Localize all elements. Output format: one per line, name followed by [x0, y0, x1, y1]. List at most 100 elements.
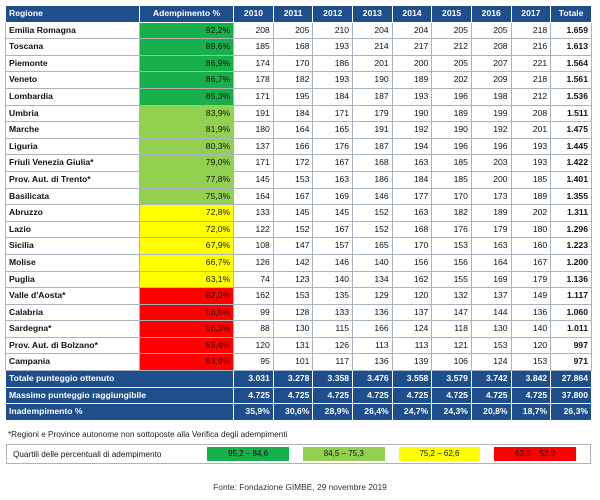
region-cell: Molise: [5, 253, 140, 272]
footer-year-cell: 26,4%: [352, 403, 393, 421]
year-value-cell: 117: [312, 353, 354, 372]
adempimento-cell: 62,0%: [138, 287, 235, 305]
year-value-cell: 155: [431, 270, 472, 289]
year-value-cell: 95: [233, 353, 274, 372]
year-value-cell: 136: [510, 303, 552, 322]
year-value-cell: 169: [312, 187, 354, 206]
year-value-cell: 163: [470, 237, 512, 255]
year-value-cell: 170: [391, 237, 433, 255]
year-value-cell: 198: [470, 87, 512, 106]
adempimento-cell: 86,9%: [138, 54, 235, 73]
year-value-cell: 163: [312, 170, 354, 189]
footer-year-cell: 4.725: [312, 386, 354, 405]
year-value-cell: 202: [510, 204, 552, 222]
year-value-cell: 164: [470, 253, 512, 272]
table-header: Regione Adempimento % 2010 2011 2012 2013 2014…: [5, 5, 592, 23]
header-row: Regione Adempimento % 2010 2011 2012 2013 2014…: [5, 5, 592, 23]
year-value-cell: 163: [391, 154, 433, 172]
year-value-cell: 136: [352, 353, 393, 372]
table-row: Piemonte 86,9% 174 170 186 201 200 205 207 221 1.5…: [5, 54, 592, 73]
year-value-cell: 113: [391, 336, 433, 355]
footer-year-cell: 24,7%: [391, 403, 433, 421]
region-cell: Sicilia: [5, 237, 140, 255]
year-value-cell: 193: [510, 154, 552, 172]
region-cell: Prov. Aut. di Bolzano*: [5, 336, 140, 355]
footer-year-cell: 28,9%: [312, 403, 354, 421]
year-value-cell: 185: [431, 154, 472, 172]
adempimento-cell: 66,7%: [138, 253, 235, 272]
year-value-cell: 157: [312, 237, 354, 255]
year-value-cell: 193: [510, 137, 552, 156]
year-value-cell: 106: [431, 353, 472, 372]
footer-year-cell: 3.579: [431, 370, 472, 388]
year-value-cell: 168: [391, 220, 433, 239]
table-row: Calabria 58,9% 99 128 133 136 137 147 144 136 1.06…: [5, 303, 592, 322]
year-value-cell: 203: [470, 154, 512, 172]
year-value-cell: 152: [352, 220, 393, 239]
footer-year-cell: 4.725: [431, 386, 472, 405]
region-cell: Lombardia: [5, 87, 140, 106]
year-value-cell: 210: [312, 21, 354, 40]
footer-total-cell: 27.864: [550, 370, 592, 388]
year-value-cell: 217: [391, 38, 433, 56]
legend-item-q2: 84,5 – 75,3: [302, 447, 385, 461]
region-cell: Veneto: [5, 71, 140, 89]
total-cell: 1.536: [550, 87, 592, 106]
adempimento-cell: 77,8%: [138, 170, 235, 189]
adempimento-cell: 55,4%: [138, 336, 235, 355]
year-value-cell: 153: [510, 353, 552, 372]
column-header: 2012: [312, 5, 354, 23]
adempimento-cell: 92,2%: [138, 21, 235, 40]
region-cell: Calabria: [5, 303, 140, 322]
year-value-cell: 207: [470, 54, 512, 73]
year-value-cell: 202: [431, 71, 472, 89]
year-value-cell: 146: [352, 187, 393, 206]
footer-label: Inadempimento %: [4, 403, 235, 421]
year-value-cell: 124: [391, 320, 433, 338]
year-value-cell: 209: [470, 71, 512, 89]
adempimento-table: Regione Adempimento % 2010 2011 2012 2013 2014…: [4, 5, 592, 421]
total-cell: 1.200: [550, 253, 592, 272]
year-value-cell: 179: [470, 220, 512, 239]
column-header: 2014: [391, 5, 433, 23]
total-cell: 1.564: [550, 54, 592, 73]
year-value-cell: 101: [272, 353, 314, 372]
year-value-cell: 120: [233, 336, 274, 355]
year-value-cell: 168: [272, 38, 314, 56]
region-cell: Toscana: [5, 38, 140, 56]
year-value-cell: 171: [233, 154, 274, 172]
year-value-cell: 201: [352, 54, 393, 73]
footer-row: Inadempimento % 35,9% 30,6% 28,9% 26,4% 24,7%…: [4, 403, 592, 421]
year-value-cell: 137: [391, 303, 433, 322]
column-header: 2010: [233, 5, 274, 23]
year-value-cell: 185: [233, 38, 274, 56]
year-value-cell: 128: [272, 303, 314, 322]
year-value-cell: 146: [312, 253, 354, 272]
year-value-cell: 194: [391, 137, 433, 156]
year-value-cell: 180: [233, 121, 274, 139]
column-header: Totale: [550, 5, 592, 23]
year-value-cell: 218: [510, 21, 552, 40]
table-row: Veneto 86,7% 178 182 193 190 189 202 209 218 1.561: [5, 71, 592, 89]
footer-year-cell: 30,6%: [272, 403, 314, 421]
column-header: 2015: [431, 5, 472, 23]
table-row: Valle d'Aosta* 62,0% 162 153 135 129 120 132 137…: [5, 287, 592, 305]
table-footer: Totale punteggio ottenuto 3.031 3.278 3.358…: [4, 370, 592, 421]
year-value-cell: 113: [352, 336, 393, 355]
total-cell: 1.401: [550, 170, 592, 189]
year-value-cell: 200: [470, 170, 512, 189]
year-value-cell: 212: [431, 38, 472, 56]
year-value-cell: 130: [272, 320, 314, 338]
table-row: Puglia 63,1% 74 123 140 134 162 155 169 179 1.136: [5, 270, 592, 289]
total-cell: 1.117: [550, 287, 592, 305]
footer-year-cell: 3.558: [391, 370, 433, 388]
total-cell: 1.475: [550, 121, 592, 139]
table-row: Lombardia 85,3% 171 195 184 187 193 196 198 212 1.…: [5, 87, 592, 106]
year-value-cell: 204: [391, 21, 433, 40]
table-row: Sicilia 67,9% 108 147 157 165 170 153 163 160 1.22…: [5, 237, 592, 255]
year-value-cell: 166: [272, 137, 314, 156]
region-cell: Emilia Romagna: [5, 21, 140, 40]
total-cell: 1.311: [550, 204, 592, 222]
year-value-cell: 132: [431, 287, 472, 305]
year-value-cell: 156: [391, 253, 433, 272]
